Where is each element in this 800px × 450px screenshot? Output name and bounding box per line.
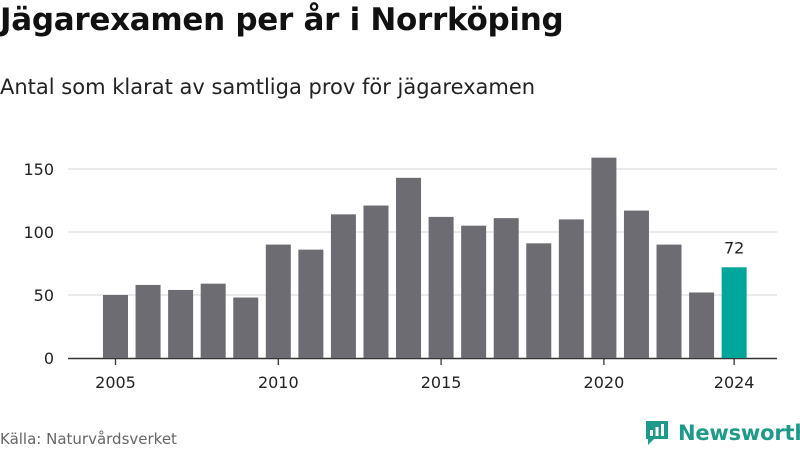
x-tick-label: 2015 xyxy=(421,373,462,392)
bar-2005[interactable] xyxy=(103,295,128,358)
bar-2006[interactable] xyxy=(135,284,161,358)
bar-2011[interactable] xyxy=(298,249,324,358)
bar-2018[interactable] xyxy=(526,243,552,358)
bar-2013[interactable] xyxy=(363,205,389,358)
x-tick-label: 2010 xyxy=(258,373,299,392)
bar-2008[interactable] xyxy=(200,283,226,358)
bar-2019[interactable] xyxy=(558,219,584,358)
bar-2014[interactable] xyxy=(396,177,422,358)
x-tick-label: 2024 xyxy=(714,373,755,392)
bar-2015[interactable] xyxy=(428,216,454,358)
y-tick-label: 0 xyxy=(44,349,54,368)
x-tick-label: 2005 xyxy=(95,373,136,392)
bar-2016[interactable] xyxy=(461,225,487,358)
bar-2012[interactable] xyxy=(330,214,356,358)
bar-2007[interactable] xyxy=(168,289,194,358)
bars xyxy=(103,157,747,358)
source-note: Källa: Naturvårdsverket xyxy=(0,430,177,448)
bar-2020[interactable] xyxy=(591,157,617,358)
y-tick-label: 50 xyxy=(34,286,54,305)
brand-logo[interactable]: Newsworthy xyxy=(644,419,800,447)
newsworthy-logo-icon xyxy=(646,421,668,445)
chart-subtitle: Antal som klarat av samtliga prov för jä… xyxy=(0,75,536,99)
bar-2017[interactable] xyxy=(493,218,519,358)
bar-2021[interactable] xyxy=(623,210,649,358)
chart-title: Jägarexamen per år i Norrköping xyxy=(0,2,564,38)
labels: 0 50 100 150 2005 2010 2015 2020 2024 72 xyxy=(23,160,754,392)
bar-2009[interactable] xyxy=(233,297,259,358)
x-tick-label: 2020 xyxy=(584,373,625,392)
bar-2024[interactable] xyxy=(721,267,747,358)
y-tick-label: 100 xyxy=(23,223,54,242)
bar-2022[interactable] xyxy=(656,244,682,358)
data-label-2024: 72 xyxy=(724,238,744,257)
brand-name: Newsworthy xyxy=(678,421,800,445)
bar-2010[interactable] xyxy=(265,244,291,358)
y-tick-label: 150 xyxy=(23,160,54,179)
bar-2023[interactable] xyxy=(689,292,715,358)
